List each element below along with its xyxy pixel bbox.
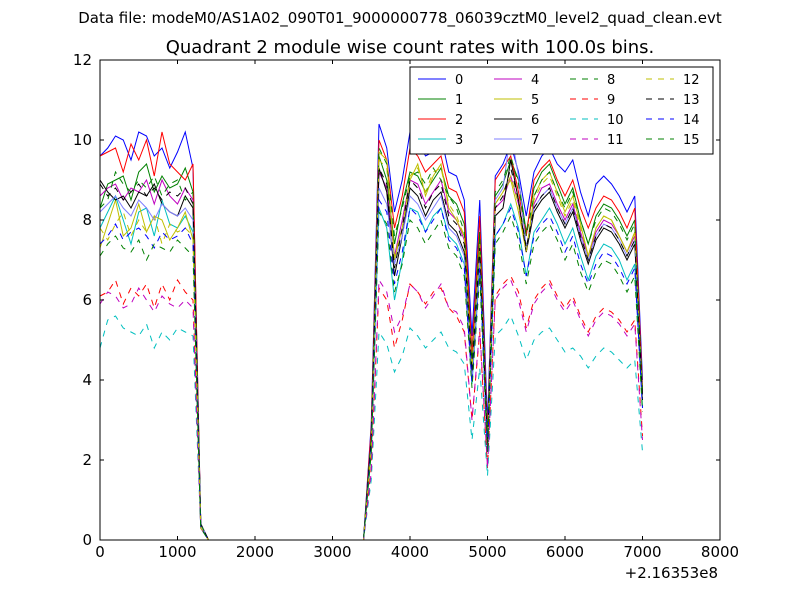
legend-label-5: 5 [531,93,539,108]
legend-label-14: 14 [683,113,700,128]
y-tick-label: 0 [82,531,92,549]
legend-label-13: 13 [683,93,700,108]
x-tick-label: 5000 [468,543,506,561]
x-tick-label: 2000 [236,543,274,561]
x-tick-label: 8000 [701,543,739,561]
legend-label-12: 12 [683,73,700,88]
data-file-header: Data file: modeM0/AS1A02_090T01_90000007… [78,9,722,28]
legend-label-4: 4 [531,73,539,88]
axis-ticks: 0 1000 2000 3000 4000 5000 6000 7000 80000246810… [73,51,739,561]
legend-label-9: 9 [607,93,615,108]
x-tick-label: 1000 [158,543,196,561]
legend-label-15: 15 [683,133,700,148]
series-line-11 [100,278,643,540]
legend-label-1: 1 [455,93,463,108]
legend-label-10: 10 [607,113,624,128]
axes-frame [99,59,721,541]
legend-label-6: 6 [531,113,539,128]
series-line-15 [100,210,643,540]
plot-area [100,123,643,540]
legend-label-8: 8 [607,73,615,88]
legend-label-11: 11 [607,133,624,148]
y-tick-label: 2 [82,451,92,469]
y-tick-label: 10 [73,131,92,149]
x-tick-label: 7000 [623,543,661,561]
x-tick-label: 4000 [391,543,429,561]
legend-label-2: 2 [455,113,463,128]
series-line-13 [100,166,643,540]
y-tick-label: 6 [82,291,92,309]
y-tick-label: 12 [73,51,92,69]
legend-label-7: 7 [531,133,539,148]
y-tick-label: 8 [82,211,92,229]
y-tick-label: 4 [82,371,92,389]
x-offset-label: +2.16353e8 [625,564,718,582]
x-tick-label: 6000 [546,543,584,561]
x-tick-label: 0 [95,543,105,561]
legend-label-3: 3 [455,133,463,148]
x-tick-label: 3000 [313,543,351,561]
chart-title: Quadrant 2 module wise count rates with … [166,37,655,58]
legend-label-0: 0 [455,73,463,88]
series-line-10 [100,314,643,540]
